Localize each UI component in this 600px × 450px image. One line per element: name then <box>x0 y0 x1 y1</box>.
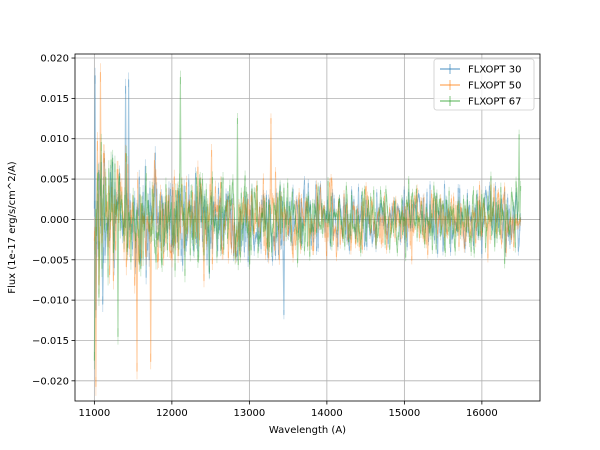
legend-label: FLXOPT 50 <box>468 81 521 92</box>
axis-ticks: 11000 12000 13000 14000 15000 16000 −0.020 −0.0… <box>32 54 498 419</box>
series-flxopt-50 <box>93 63 522 396</box>
legend-box <box>433 58 535 111</box>
data-series <box>93 63 522 396</box>
x-tick-label: 15000 <box>388 408 420 419</box>
x-tick-label: 14000 <box>311 408 343 419</box>
y-tick-label: −0.010 <box>32 296 69 307</box>
series-line <box>93 75 522 316</box>
series-line <box>93 72 522 388</box>
x-tick-label: 13000 <box>233 408 265 419</box>
x-axis-label: Wavelength (A) <box>269 425 346 436</box>
x-tick-label: 12000 <box>156 408 188 419</box>
legend-label: FLXOPT 30 <box>468 65 521 76</box>
legend-label: FLXOPT 67 <box>468 97 521 108</box>
series-line <box>93 76 522 361</box>
y-tick-label: −0.015 <box>32 336 69 347</box>
x-tick-label: 16000 <box>466 408 498 419</box>
legend-entry: FLXOPT 67 <box>440 96 521 108</box>
y-axis-label: Flux (1e-17 erg/s/cm^2/A) <box>7 161 18 293</box>
legend: FLXOPT 30 FLXOPT 50 FLXOPT 67 <box>433 58 535 111</box>
grid-lines <box>75 54 540 401</box>
series-flxopt-67 <box>93 70 522 370</box>
y-tick-label: 0.010 <box>40 134 69 145</box>
legend-entry: FLXOPT 50 <box>440 80 521 92</box>
x-tick-label: 11000 <box>78 408 110 419</box>
y-tick-label: −0.020 <box>32 376 69 387</box>
plot-frame <box>74 53 541 402</box>
legend-entry: FLXOPT 30 <box>440 64 521 76</box>
y-tick-label: 0.005 <box>40 175 69 186</box>
y-tick-label: 0.020 <box>40 54 69 65</box>
y-tick-label: 0.000 <box>40 215 69 226</box>
series-flxopt-30 <box>93 67 522 320</box>
y-tick-label: 0.015 <box>40 94 69 105</box>
y-tick-label: −0.005 <box>32 255 69 266</box>
